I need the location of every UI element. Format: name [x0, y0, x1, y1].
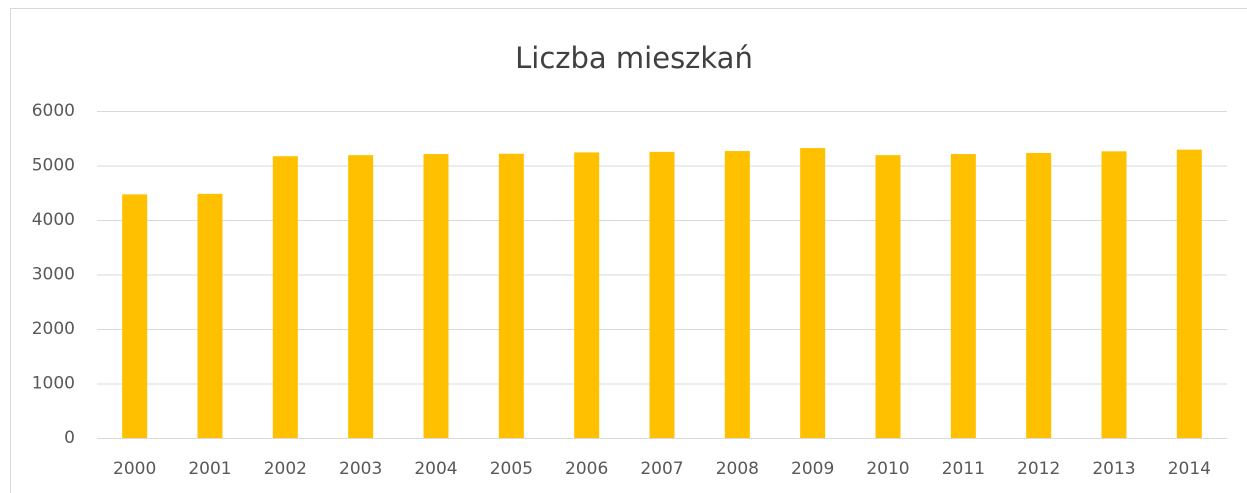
x-tick-label: 2014: [1168, 459, 1211, 479]
bar: [498, 153, 524, 438]
x-tick-label: 2013: [1092, 459, 1135, 479]
bar: [574, 152, 600, 439]
chart-border: [10, 8, 1247, 493]
bar: [122, 194, 148, 438]
x-tick-label: 2006: [565, 459, 608, 479]
x-tick-label: 2002: [264, 459, 307, 479]
x-tick-label: 2001: [188, 459, 231, 479]
chart-title: Liczba mieszkań: [515, 41, 753, 75]
y-tick-label: 6000: [32, 101, 75, 121]
x-tick-label: 2012: [1017, 459, 1060, 479]
y-tick-label: 5000: [32, 156, 75, 176]
bar: [1176, 149, 1202, 438]
bar: [1101, 151, 1127, 438]
x-tick-label: 2011: [942, 459, 985, 479]
x-tick-label: 2010: [866, 459, 909, 479]
x-tick-label: 2005: [490, 459, 533, 479]
x-tick-label: 2008: [716, 459, 759, 479]
bar: [724, 151, 750, 438]
bar: [649, 151, 675, 438]
bar: [348, 155, 374, 438]
bar: [950, 154, 976, 438]
bar: [875, 155, 901, 438]
x-tick-label: 2004: [414, 459, 457, 479]
x-tick-label: 2000: [113, 459, 156, 479]
bar: [423, 154, 449, 438]
bar: [800, 148, 826, 438]
y-tick-label: 0: [64, 428, 75, 448]
y-tick-label: 3000: [32, 265, 75, 285]
bar: [272, 156, 298, 439]
y-tick-label: 1000: [32, 374, 75, 394]
bar: [197, 193, 223, 438]
x-tick-label: 2009: [791, 459, 834, 479]
x-tick-label: 2007: [640, 459, 683, 479]
y-tick-label: 2000: [32, 319, 75, 339]
x-tick-label: 2003: [339, 459, 382, 479]
y-tick-label: 4000: [32, 210, 75, 230]
bar: [1026, 152, 1052, 438]
